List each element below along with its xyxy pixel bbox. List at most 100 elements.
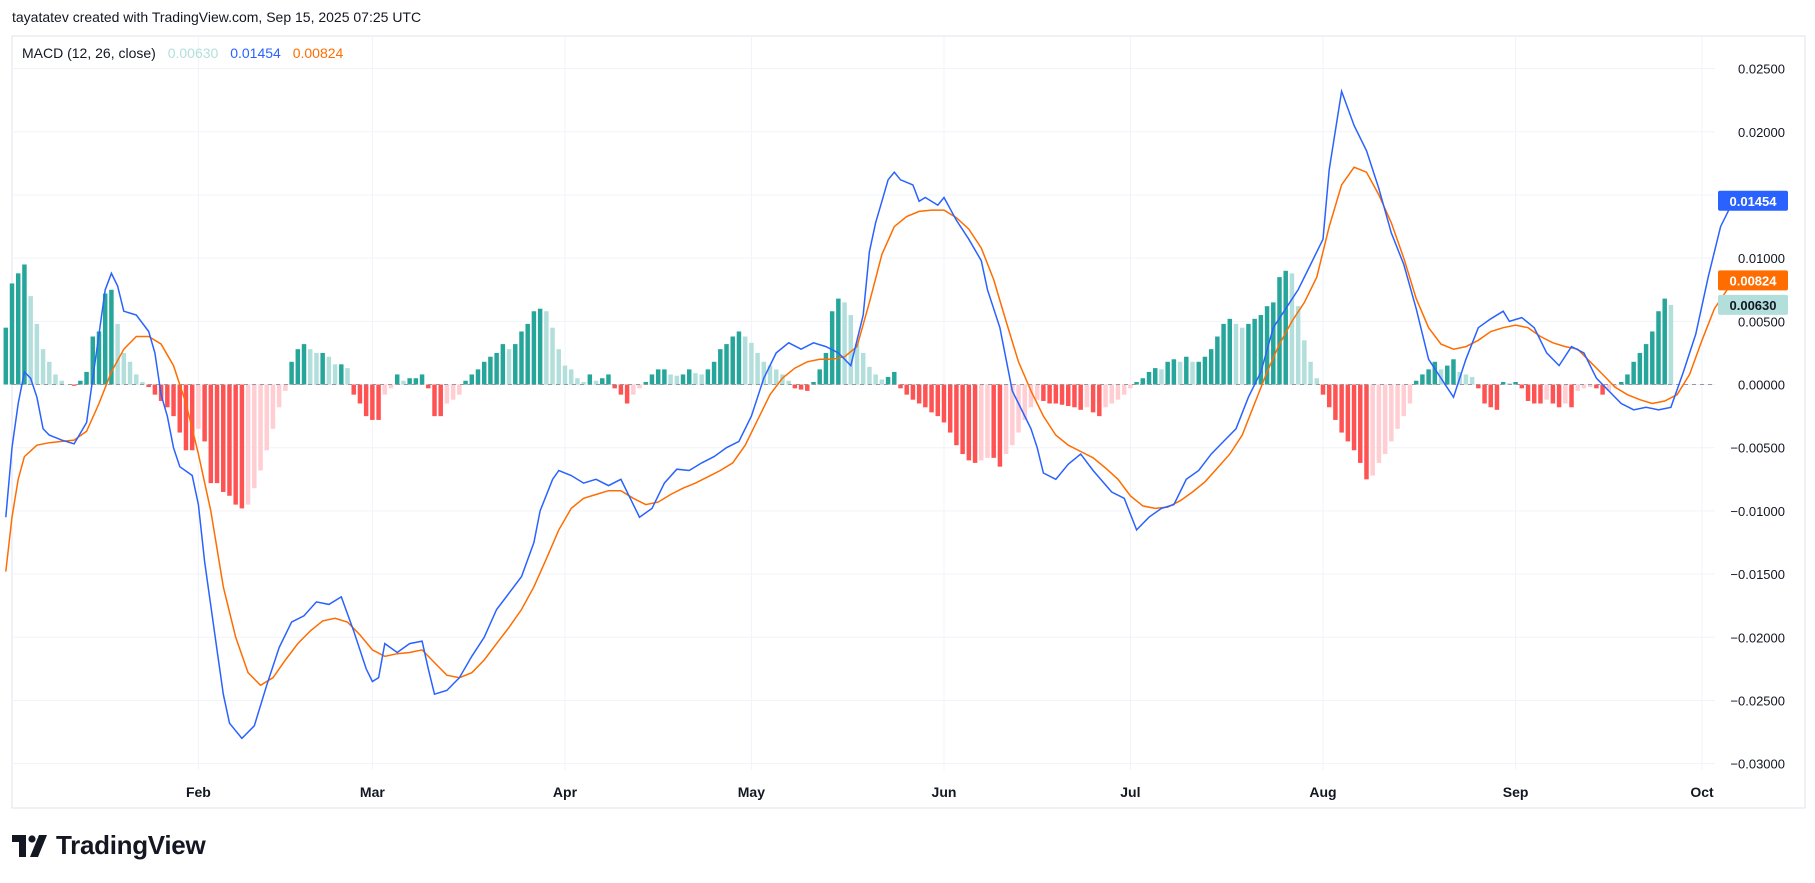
histogram-bar: [1482, 384, 1487, 404]
histogram-bar: [1351, 384, 1357, 451]
histogram-bar: [1333, 384, 1338, 420]
histogram-bar: [370, 384, 375, 420]
histogram-bar: [1507, 383, 1512, 385]
histogram-bar: [519, 331, 524, 385]
histogram-bar: [419, 374, 425, 385]
histogram-bar: [1401, 384, 1407, 417]
histogram-bar: [1494, 384, 1500, 410]
histogram-bar: [1264, 306, 1270, 385]
histogram-bar: [724, 344, 729, 385]
histogram-bar: [817, 369, 822, 385]
legend-histogram-value: 0.00630: [168, 45, 219, 61]
histogram-bar: [394, 374, 400, 385]
histogram-bar: [600, 378, 605, 385]
histogram-bar: [1544, 384, 1549, 400]
signal-line: [5, 166, 1734, 687]
y-tick-label: 0.00000: [1738, 378, 1785, 393]
histogram-bar: [382, 384, 388, 395]
histogram-bar: [1177, 361, 1183, 385]
histogram-bar: [637, 384, 642, 389]
histogram-bar: [1165, 361, 1170, 385]
histogram-bar: [1152, 368, 1158, 385]
histogram-bar: [941, 384, 947, 423]
histogram-bar: [1631, 361, 1636, 385]
histogram-bar: [1618, 382, 1624, 385]
attribution-text: tayatatev created with TradingView.com, …: [12, 9, 422, 25]
histogram-bar: [332, 364, 338, 385]
histogram-bar: [1022, 384, 1027, 420]
histogram-bar: [711, 361, 717, 385]
histogram-bar: [1047, 384, 1052, 404]
y-axis: 0.025000.020000.015000.010000.005000.000…: [1730, 62, 1785, 772]
histogram-bar: [1320, 384, 1326, 395]
histogram-bar: [848, 315, 854, 385]
histogram-bar: [96, 331, 102, 385]
histogram-bar: [432, 384, 437, 417]
histogram-bar: [587, 374, 593, 385]
histogram-bar: [1097, 384, 1102, 417]
histogram-bar: [1159, 369, 1164, 385]
histogram-bar: [1650, 331, 1655, 385]
histogram-bar: [177, 384, 182, 433]
histogram-bar: [357, 384, 363, 404]
histogram-bar: [867, 366, 872, 385]
histogram-bar: [1339, 384, 1344, 433]
histogram-bar: [885, 376, 891, 385]
histogram-bar: [469, 374, 475, 385]
histogram-bar: [233, 384, 238, 505]
histogram-bar: [904, 384, 909, 395]
histogram-bar: [1432, 361, 1438, 385]
histogram-bar: [612, 384, 617, 389]
histogram-bar: [1190, 361, 1195, 385]
y-tick-label: 0.02000: [1738, 125, 1785, 140]
histogram-bar: [1103, 384, 1108, 408]
histogram-bar: [71, 384, 77, 386]
histogram-bar: [239, 384, 245, 509]
x-tick-label: May: [738, 784, 765, 800]
histogram-bar: [1302, 340, 1307, 385]
histogram-bar: [1171, 359, 1177, 385]
histogram-bar: [618, 384, 624, 395]
histogram-bar: [854, 344, 860, 385]
histogram-bar: [742, 336, 748, 385]
histogram-bar: [109, 289, 114, 385]
histogram-bar: [301, 344, 307, 385]
histogram-bar: [270, 384, 276, 429]
histogram-bar: [438, 384, 443, 417]
macd-chart[interactable]: 0.025000.020000.015000.010000.005000.000…: [0, 0, 1815, 810]
indicator-legend[interactable]: MACD (12, 26, close) 0.00630 0.01454 0.0…: [22, 45, 344, 61]
histogram-bar: [985, 384, 990, 458]
last-value-text: 0.00824: [1730, 273, 1778, 288]
histogram-bar: [1196, 361, 1201, 385]
histogram-bar: [910, 384, 916, 400]
histogram-bar: [450, 384, 456, 400]
histogram-bar: [339, 364, 344, 385]
histogram-bar: [879, 379, 885, 385]
histogram-bar: [134, 374, 139, 385]
histogram-bar: [1059, 384, 1065, 405]
histogram-bar: [1445, 365, 1450, 385]
histogram-bar: [960, 384, 965, 455]
histogram-bar: [171, 384, 176, 417]
histogram-bar: [1115, 384, 1121, 400]
histogram-bar: [1252, 318, 1257, 385]
histogram-bar: [674, 375, 680, 385]
histogram-bar: [189, 384, 195, 451]
histogram-bar: [1668, 304, 1674, 385]
histogram-bar: [488, 356, 493, 385]
histogram-bar: [556, 349, 562, 385]
histogram-bar: [1500, 382, 1506, 385]
histogram-bar: [1140, 378, 1146, 385]
histogram-bar: [40, 349, 46, 385]
histogram-bar: [227, 384, 232, 496]
histogram-bar: [805, 384, 810, 391]
histogram-bar: [1314, 378, 1320, 385]
histogram-bar: [1358, 384, 1363, 463]
histogram-bar: [730, 336, 735, 385]
tradingview-logo[interactable]: TradingView: [12, 830, 206, 861]
histogram-bar: [792, 384, 798, 389]
histogram-bar: [165, 384, 170, 408]
histogram-bar: [9, 283, 15, 385]
histogram-bar: [1090, 384, 1096, 413]
legend-macd-value: 0.01454: [230, 45, 281, 61]
